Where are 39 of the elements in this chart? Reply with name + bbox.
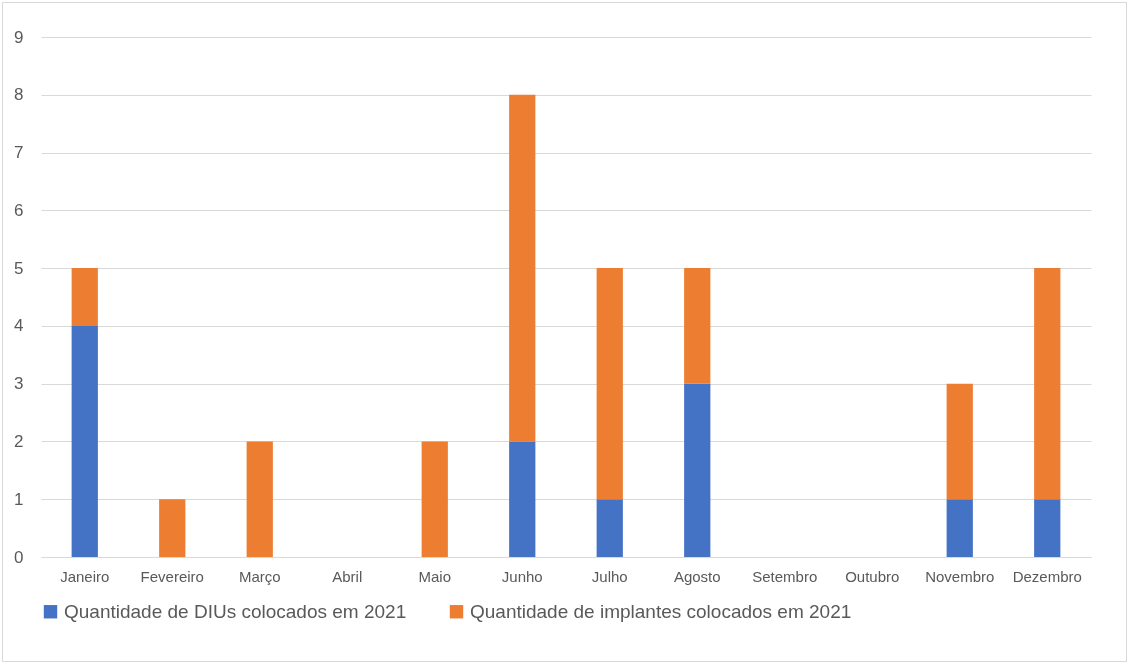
- bar: [684, 383, 711, 557]
- legend-label: Quantidade de implantes colocados em 2021: [470, 600, 852, 622]
- y-tick-label: 2: [14, 431, 24, 451]
- bar: [684, 268, 711, 384]
- y-tick-label: 3: [14, 374, 24, 394]
- x-tick-label: Abril: [332, 567, 363, 585]
- bar: [509, 441, 536, 557]
- y-tick-label: 0: [14, 547, 24, 567]
- x-tick-label: Julho: [591, 567, 628, 585]
- x-tick-label: Dezembro: [1012, 567, 1082, 585]
- y-tick-label: 7: [14, 143, 24, 163]
- bar: [946, 499, 973, 557]
- x-tick-label: Fevereiro: [140, 567, 204, 585]
- y-tick-label: 5: [14, 258, 24, 278]
- bar: [421, 441, 448, 557]
- x-tick-label: Janeiro: [60, 567, 110, 585]
- y-tick-label: 6: [14, 200, 24, 220]
- y-tick-label: 1: [14, 489, 24, 509]
- bar: [1034, 268, 1061, 500]
- x-tick-label: Maio: [418, 567, 452, 585]
- bar: [509, 94, 536, 442]
- x-tick-label: Agosto: [673, 567, 721, 585]
- x-tick-label: Março: [238, 567, 281, 585]
- x-tick-label: Setembro: [752, 567, 818, 585]
- y-tick-label: 8: [14, 85, 24, 105]
- bar: [159, 499, 186, 557]
- bar: [246, 441, 273, 557]
- x-tick-label: Novembro: [925, 567, 995, 585]
- y-tick-label: 4: [14, 316, 24, 336]
- bar: [596, 499, 623, 557]
- legend-label: Quantidade de DIUs colocados em 2021: [64, 600, 407, 622]
- x-tick-label: Junho: [501, 567, 543, 585]
- y-tick-label: 9: [14, 27, 24, 47]
- bar: [71, 268, 98, 326]
- bar: [946, 383, 973, 500]
- bar: [71, 325, 98, 557]
- bar: [1034, 499, 1061, 557]
- bar: [596, 268, 623, 500]
- x-tick-label: Outubro: [845, 567, 900, 585]
